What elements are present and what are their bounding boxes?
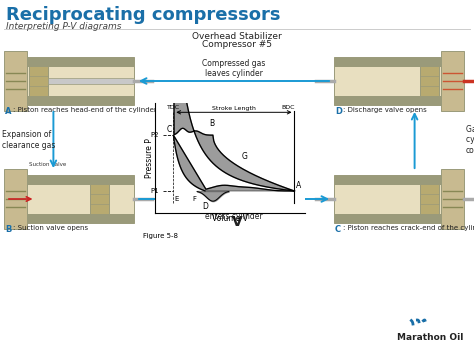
Text: B: B — [209, 119, 214, 127]
Text: P2: P2 — [150, 132, 159, 138]
Text: Gas inside
cylinder is
compressed: Gas inside cylinder is compressed — [466, 125, 474, 155]
Text: Interpreting P-V diagrams: Interpreting P-V diagrams — [6, 22, 121, 31]
Bar — [4, 169, 27, 229]
Bar — [334, 96, 441, 105]
Bar — [334, 184, 441, 214]
Polygon shape — [173, 0, 294, 191]
Bar — [334, 57, 441, 66]
Text: P1: P1 — [150, 188, 159, 194]
Bar — [420, 184, 438, 214]
Text: Suction Valve: Suction Valve — [29, 162, 67, 167]
Text: C: C — [167, 125, 172, 134]
Text: BDC: BDC — [281, 105, 294, 110]
Bar — [29, 66, 47, 96]
Text: Compressed gas
leaves cylinder: Compressed gas leaves cylinder — [202, 59, 266, 78]
Text: TDC: TDC — [167, 105, 180, 110]
Text: A: A — [5, 107, 11, 116]
Bar — [420, 66, 438, 96]
Text: A: A — [296, 181, 301, 190]
Bar — [441, 169, 464, 229]
Text: D: D — [335, 107, 342, 116]
Text: Figure 5-8: Figure 5-8 — [143, 233, 178, 239]
Text: E: E — [175, 196, 179, 202]
X-axis label: Volume V: Volume V — [212, 214, 248, 223]
Text: : Suction valve opens: : Suction valve opens — [13, 225, 88, 231]
Bar — [334, 66, 441, 96]
Y-axis label: Pressure P: Pressure P — [145, 138, 154, 178]
Text: Compressor #5: Compressor #5 — [202, 40, 272, 49]
Text: Stroke Length: Stroke Length — [212, 106, 256, 111]
Text: Expansion of
clearance gas: Expansion of clearance gas — [2, 130, 55, 150]
Bar — [27, 184, 134, 214]
Bar — [27, 175, 134, 184]
Text: Marathon Oil: Marathon Oil — [397, 333, 463, 342]
Bar — [47, 78, 134, 84]
Bar — [334, 214, 441, 223]
Text: : Discharge valve opens: : Discharge valve opens — [343, 107, 427, 113]
Text: Fresh Gas
enters cylinder: Fresh Gas enters cylinder — [205, 202, 263, 222]
Bar — [441, 51, 464, 111]
Text: D: D — [202, 202, 208, 211]
Text: F: F — [192, 196, 197, 202]
Bar — [334, 175, 441, 184]
Text: C: C — [335, 225, 341, 234]
Text: : Piston reaches head-end of the cylinder: : Piston reaches head-end of the cylinde… — [13, 107, 157, 113]
Text: : Piston reaches crack-end of the cylinder: : Piston reaches crack-end of the cylind… — [343, 225, 474, 231]
Bar — [4, 51, 27, 111]
Bar — [27, 66, 134, 96]
Bar — [27, 57, 134, 66]
Text: Overhead Stabilizer: Overhead Stabilizer — [192, 32, 282, 41]
Text: G: G — [242, 152, 248, 161]
Bar — [91, 184, 109, 214]
Text: B: B — [5, 225, 11, 234]
Text: V: V — [232, 215, 242, 229]
Bar — [27, 96, 134, 105]
Text: Reciprocating compressors: Reciprocating compressors — [6, 6, 281, 24]
Bar — [27, 214, 134, 223]
